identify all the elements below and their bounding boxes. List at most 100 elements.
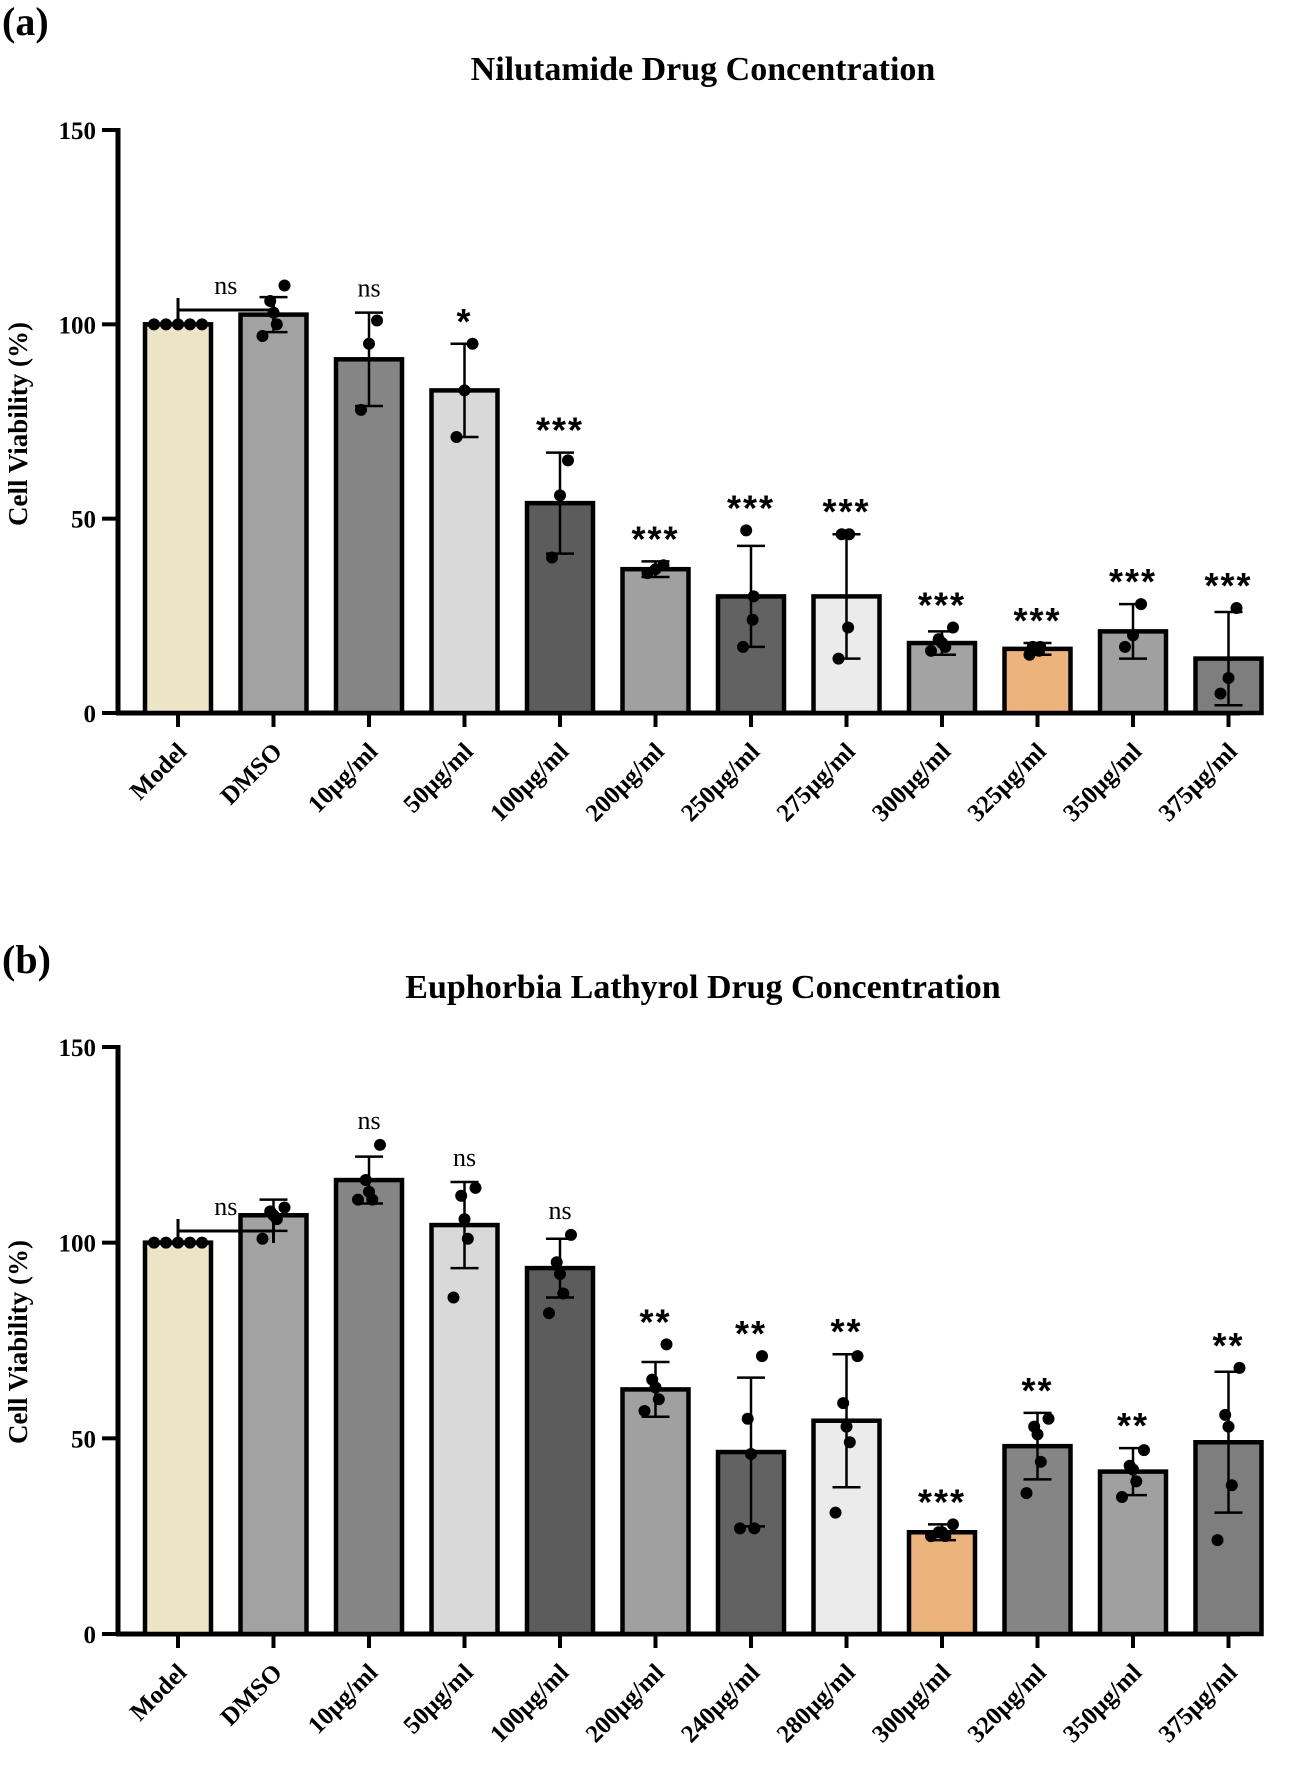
x-tick-label: 300μg/ml [867,1659,956,1748]
data-point [1233,1361,1246,1374]
data-point [1214,687,1227,700]
data-point [450,431,463,444]
data-point [842,621,855,634]
significance-label: ** [1212,1325,1244,1366]
data-point [371,314,383,327]
data-point [554,489,566,502]
x-tick-label: DMSO [216,738,288,810]
data-point [829,1506,842,1519]
x-tick-label: 50μg/ml [399,1659,479,1739]
chart-title-b: Euphorbia Lathyrol Drug Concentration [405,969,1000,1006]
bar [620,566,691,716]
data-point [1020,1487,1033,1500]
data-point [932,633,945,646]
data-point [543,1307,555,1320]
data-point [843,1436,856,1449]
x-tick-label: 375μg/ml [1154,738,1243,827]
data-point [1230,602,1243,615]
data-point [652,1393,665,1406]
data-point [196,1236,208,1249]
x-tick-label: 350μg/ml [1058,1659,1147,1748]
significance-label: ** [639,1301,671,1342]
x-tick-label: 240μg/ml [676,1659,765,1748]
x-tick-label: 10μg/ml [303,738,383,818]
x-tick-label: 100μg/ml [485,1659,574,1748]
bar [238,312,309,716]
data-point [160,1236,172,1249]
bar [429,388,500,716]
points-a [148,279,1243,700]
data-point [1028,1420,1041,1433]
chart-title-a: Nilutamide Drug Concentration [471,51,936,88]
data-point [832,652,845,665]
data-point [756,1350,768,1363]
x-tick-label: DMSO [216,1659,288,1731]
significance-label: *** [918,584,966,625]
data-point [264,1205,277,1218]
data-point [458,384,471,397]
data-point [646,1373,659,1386]
data-point [925,644,937,657]
data-point [278,279,291,292]
x-tick-label: 200μg/ml [581,1659,670,1748]
data-point [1026,640,1039,653]
points-b [148,1138,1246,1547]
significance-label: * [456,301,472,342]
x-tick-label: Model [125,738,192,805]
data-point [748,1522,761,1535]
bar [906,1530,978,1637]
data-point [550,1256,563,1269]
significance-label: *** [1013,600,1061,641]
data-point [1130,1475,1143,1488]
data-point [184,318,196,331]
bar [333,357,405,716]
bracket-label: ns [214,1192,237,1221]
data-point [278,1201,291,1214]
x-tick-label: 50μg/ml [399,738,479,818]
significance-label: ** [830,1311,862,1352]
data-point [851,1350,864,1363]
x-tick-label: 250μg/ml [676,738,765,827]
significance-label: *** [1204,565,1252,606]
x-tick-label: 325μg/ml [963,738,1052,827]
y-tick-label: 150 [59,1035,97,1062]
data-point [741,1412,754,1425]
significance-label: *** [822,491,870,532]
data-point [837,1397,850,1410]
y-axis-label-b: Cell Viability (%) [3,1240,33,1444]
y-axis-label-a: Cell Viability (%) [3,322,33,526]
y-tick-label: 100 [59,312,97,339]
data-point [256,329,269,342]
data-point [562,454,574,467]
data-point [737,640,749,653]
x-tick-label: 275μg/ml [772,738,861,827]
significance-label: ns [357,1106,380,1135]
data-point [557,1287,570,1300]
bar [238,1213,309,1637]
x-tick-label: 350μg/ml [1058,738,1147,827]
x-tick-label: 375μg/ml [1154,1659,1243,1748]
data-point [565,1228,577,1241]
data-point [660,1338,673,1351]
data-point [1222,672,1235,685]
data-point [638,1404,651,1417]
data-point [469,1181,482,1194]
data-point [359,1174,372,1187]
data-point [148,318,160,331]
data-point [1138,1444,1150,1457]
x-tick-label: 280μg/ml [772,1659,861,1748]
bars-b [142,1177,1264,1637]
data-point [740,524,753,537]
y-tick-label: 150 [59,118,97,145]
data-point [447,1291,460,1304]
data-point [947,621,959,634]
data-point [1123,1459,1136,1472]
data-point [363,337,375,350]
x-tick-label: 200μg/ml [581,738,670,827]
data-point [1222,1420,1235,1433]
significance-a: ns********** ****** ****** ***ns [176,271,1252,641]
y-tick-label: 100 [59,1231,97,1258]
data-point [1225,1479,1238,1492]
significance-label: *** [631,518,679,559]
significance-label: *** [727,487,775,528]
